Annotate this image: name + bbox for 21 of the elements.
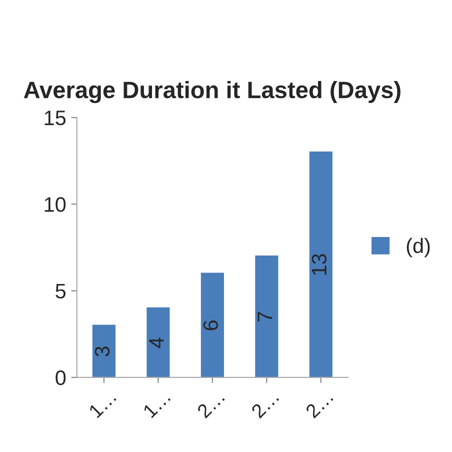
bar (146, 307, 170, 378)
x-tick-label: 2… (250, 390, 280, 419)
y-tick-label: 5 (56, 284, 66, 299)
x-tick-label: 1… (142, 390, 171, 418)
x-tick-label: 2… (304, 390, 334, 419)
y-tick-label: 10 (44, 197, 66, 212)
bar (92, 324, 116, 378)
legend-label: (d) (406, 238, 430, 258)
data-label: 4 (149, 338, 164, 348)
chart-title: Average Duration it Lasted (Days) (24, 80, 400, 104)
y-tick-label: 15 (44, 110, 66, 126)
data-label: 13 (312, 254, 327, 275)
bar (309, 151, 332, 378)
data-label: 3 (94, 346, 110, 356)
data-label: 6 (203, 320, 218, 330)
x-tick-label: 1… (88, 390, 116, 418)
data-label: 7 (258, 312, 272, 322)
y-tick-label: 0 (56, 370, 66, 386)
bar (200, 272, 224, 378)
x-tick-label: 2… (196, 390, 225, 419)
bar (255, 255, 278, 378)
